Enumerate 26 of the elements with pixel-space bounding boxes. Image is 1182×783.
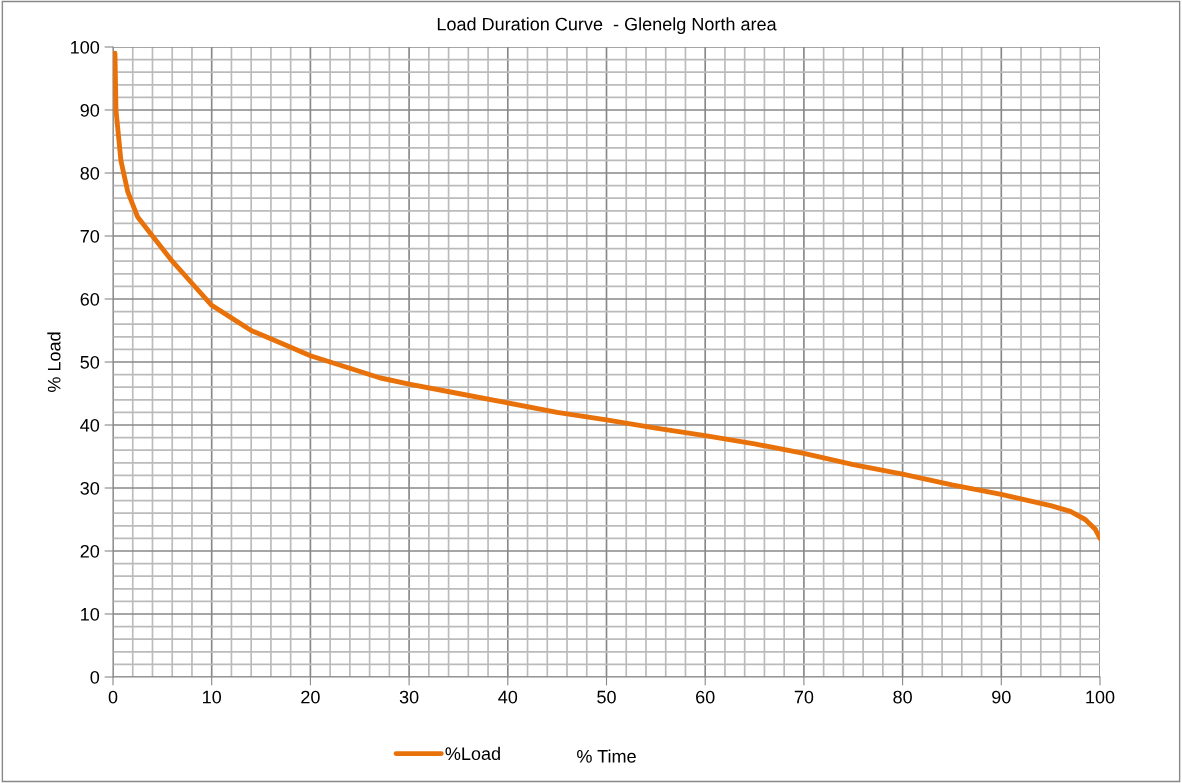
x-tick-label: 50: [597, 690, 616, 704]
x-tick-label: 10: [203, 690, 222, 704]
y-tick-label: 90: [80, 103, 100, 117]
y-axis-title: % Load: [47, 332, 61, 392]
x-tick-label: 100: [1086, 690, 1115, 704]
y-tick-label: 0: [90, 670, 100, 684]
x-axis-title: % Time: [577, 749, 636, 763]
x-tick-label: 40: [498, 690, 518, 704]
y-tick-label: 80: [80, 166, 100, 180]
y-tick-label: 60: [80, 292, 100, 306]
x-tick-label: 60: [696, 690, 715, 704]
y-tick-label: 50: [80, 355, 100, 369]
y-tick-label: 100: [71, 40, 100, 54]
legend-label: %Load: [445, 746, 500, 761]
y-tick-label: 10: [81, 607, 100, 621]
x-tick-label: 80: [893, 690, 912, 704]
x-tick-label: 20: [301, 690, 320, 704]
y-tick-label: 70: [80, 229, 100, 243]
y-tick-label: 30: [80, 481, 100, 495]
y-tick-label: 20: [80, 544, 100, 558]
x-tick-label: 30: [399, 690, 419, 704]
chart-title: Load Duration Curve - Glenelg North area: [437, 17, 777, 35]
y-tick-label: 40: [80, 418, 100, 432]
x-tick-label: 0: [108, 690, 118, 704]
x-tick-label: 90: [992, 690, 1011, 704]
x-tick-label: 70: [794, 690, 814, 704]
